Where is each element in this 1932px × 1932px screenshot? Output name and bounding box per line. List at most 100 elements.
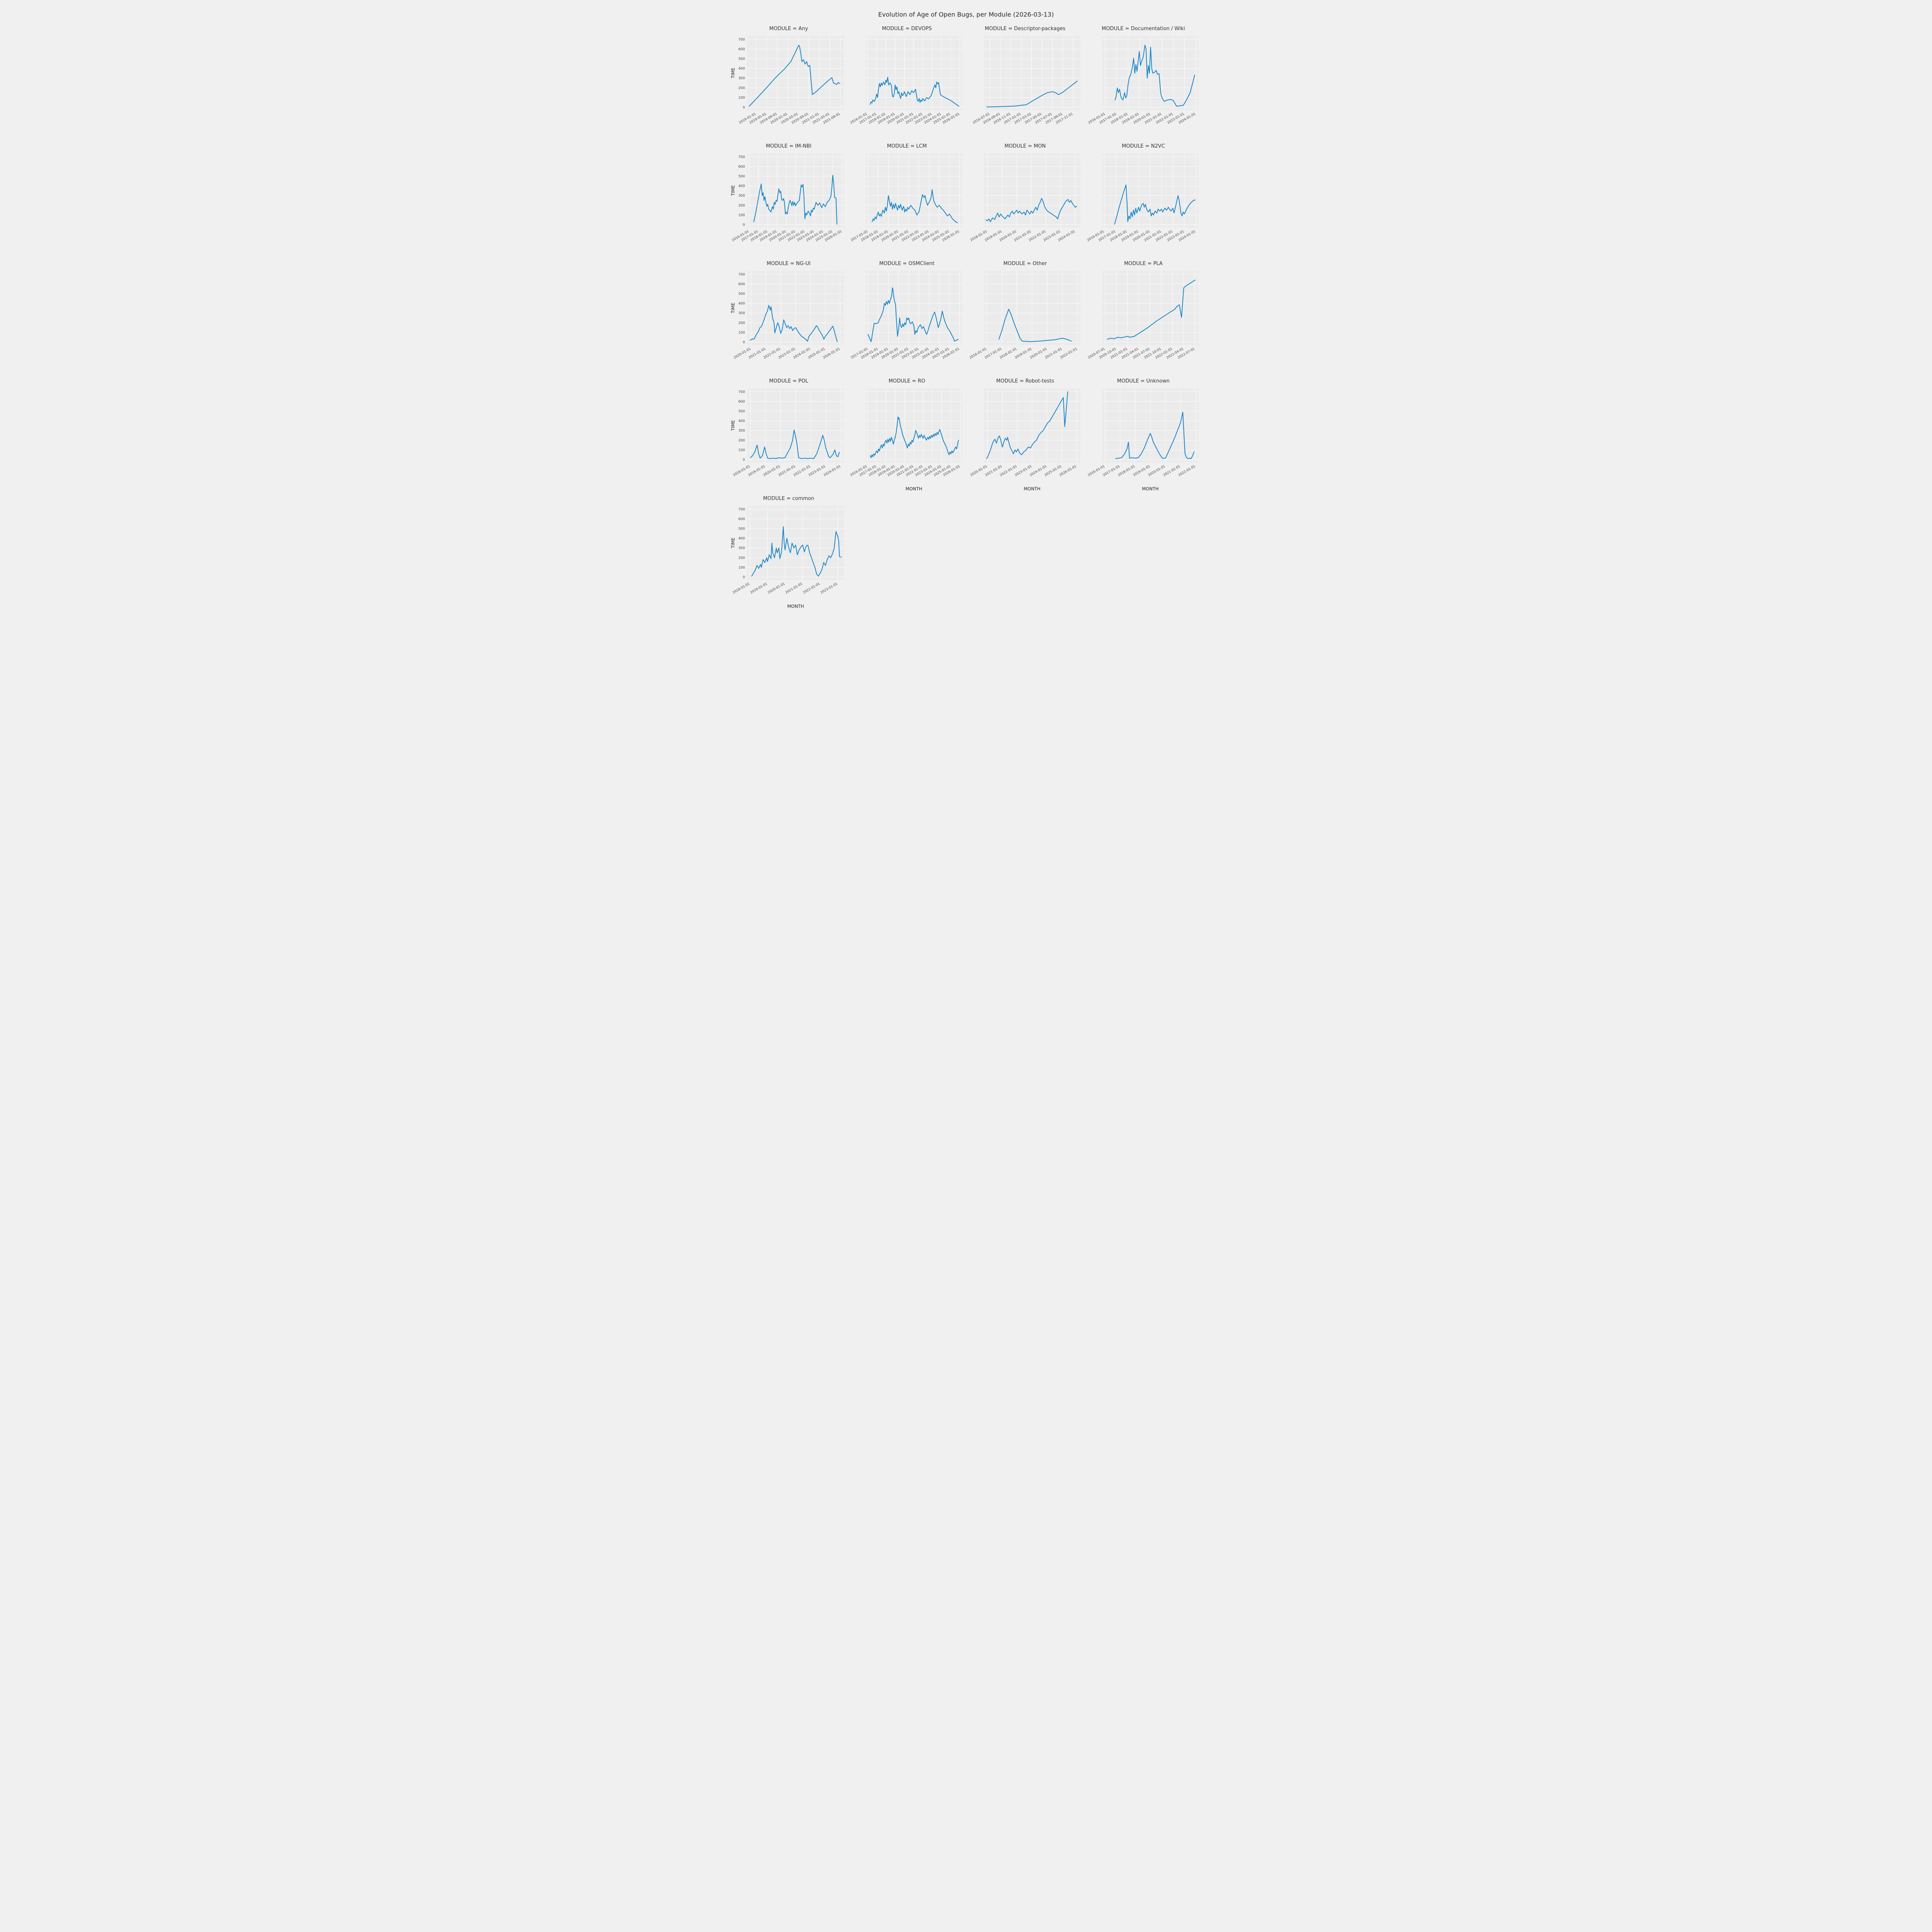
y-tick-label: 400 [738, 419, 745, 423]
y-tick-label: 400 [738, 537, 745, 541]
y-tick-label: 200 [738, 439, 745, 442]
line-series [986, 391, 1068, 459]
y-tick-label: 300 [738, 194, 745, 198]
subplot-title: MODULE = LCM [887, 143, 927, 149]
y-tick-label: 0 [743, 458, 745, 462]
y-tick-label: 300 [738, 311, 745, 315]
subplot-mon: MODULE = MON 2018-01-01 2019-01-01 2020-01-… [967, 143, 1083, 259]
subplot-title: MODULE = NG-UI [767, 261, 811, 267]
subplot-title: MODULE = Any [769, 26, 808, 32]
figure-title: Evolution of Age of Open Bugs, per Modul… [878, 11, 1054, 18]
subplot-title: MODULE = IM-NBI [766, 143, 811, 149]
y-tick-label: 300 [738, 429, 745, 433]
subplot-n2vc: MODULE = N2VC 2016-01-01 2017-01-01 2018-01… [1085, 143, 1202, 259]
y-axis-label: TIME [730, 303, 736, 314]
x-axis-label: MONTH [905, 486, 922, 492]
y-tick-label: 700 [738, 155, 745, 159]
y-tick-label: 400 [738, 302, 745, 306]
line-series [870, 417, 959, 458]
line-chart: 0100200300400500600700TIME2020-01-012021… [730, 271, 844, 360]
line-series [986, 80, 1078, 107]
x-tick-label: 2023-01-01 [820, 582, 838, 595]
y-tick-label: 100 [738, 213, 745, 217]
y-tick-label: 300 [738, 546, 745, 550]
y-tick-label: 600 [738, 282, 745, 286]
x-tick-label: 2024-01-01 [823, 464, 842, 477]
y-tick-label: 500 [738, 410, 745, 413]
subplot-title: MODULE = MON [1004, 143, 1046, 149]
y-tick-label: 400 [738, 67, 745, 71]
line-series [750, 305, 838, 342]
y-tick-label: 500 [738, 292, 745, 296]
y-axis-label: TIME [730, 537, 736, 549]
subplot-title: MODULE = POL [769, 378, 808, 384]
y-tick-label: 300 [738, 77, 745, 80]
line-chart: 0100200300400500600700TIME2016-01-012017… [730, 153, 844, 242]
y-tick-label: 500 [738, 57, 745, 61]
y-tick-label: 500 [738, 527, 745, 531]
x-tick-label: 2021-01-01 [785, 582, 803, 595]
subplot-other: MODULE = Other 2016-01-01 2017-01-01 2018-0… [967, 260, 1083, 377]
subplot-im-nbi: MODULE = IM-NBI 0 100 200 300 400 500 600 700 TIM… [730, 143, 847, 259]
line-chart: 2017-01-012018-01-012019-01-012020-01-01… [850, 153, 962, 242]
plot-background [866, 153, 962, 228]
line-series [872, 189, 958, 223]
subplot-title: MODULE = Robot-tests [996, 378, 1054, 384]
subplot-title: MODULE = Unknown [1117, 378, 1170, 384]
subplot-any: MODULE = Any 0 100 200 300 400 500 600 700 TIME 20… [730, 25, 847, 142]
line-chart: 0100200300400500600700TIME2019-01-012019… [730, 36, 844, 125]
line-chart: 2020-01-012021-01-012022-01-012023-01-01… [969, 388, 1080, 492]
x-tick-label: 2022-01-01 [1178, 464, 1196, 477]
facet-grid: MODULE = Any 0 100 200 300 400 500 600 700 TIME 20… [726, 25, 1206, 612]
line-chart: 2020-07-012020-10-012021-01-012021-04-01… [1087, 271, 1199, 360]
subplot-ro: MODULE = RO 2016-01-01 2017-01-01 2018-01-0… [849, 378, 965, 494]
subplot-title: MODULE = common [763, 496, 815, 502]
x-tick-label: 2019-01-01 [750, 582, 768, 595]
line-series [1107, 279, 1196, 340]
y-tick-label: 400 [738, 184, 745, 188]
y-tick-label: 100 [738, 96, 745, 100]
subplot-title: MODULE = Other [1003, 261, 1047, 267]
subplot-unknown: MODULE = Unknown 2016-01-01 2017-01-01 2018… [1085, 378, 1202, 494]
subplot-pol: MODULE = POL 0 100 200 300 400 500 600 700 TIME 20… [730, 378, 847, 494]
y-tick-label: 600 [738, 48, 745, 51]
figure: Evolution of Age of Open Bugs, per Modul… [726, 0, 1206, 623]
plot-background [984, 36, 1080, 110]
subplot-title: MODULE = Descriptor-packages [985, 26, 1066, 32]
y-axis-label: TIME [730, 420, 736, 431]
line-chart: 2016-01-012017-01-012018-01-012019-01-01… [850, 388, 962, 492]
line-series [1114, 184, 1196, 225]
y-tick-label: 200 [738, 556, 745, 560]
x-axis-label: MONTH [1024, 486, 1040, 492]
line-series [985, 198, 1077, 222]
y-tick-label: 500 [738, 175, 745, 179]
subplot-title: MODULE = N2VC [1122, 143, 1165, 149]
x-axis-label: MONTH [1142, 486, 1158, 492]
y-tick-label: 100 [738, 448, 745, 452]
line-chart: 2016-01-012017-01-012018-01-012019-01-01… [1087, 388, 1199, 492]
y-axis-label: TIME [730, 68, 736, 79]
y-tick-label: 700 [738, 390, 745, 394]
line-series [1115, 412, 1195, 459]
y-tick-label: 0 [743, 223, 745, 227]
line-series [867, 287, 959, 342]
line-chart: 2016-01-012017-01-012018-01-012019-01-01… [1087, 153, 1199, 242]
line-chart: 2016-01-012017-01-012018-01-012019-01-01… [850, 36, 962, 125]
subplot-robot-tests: MODULE = Robot-tests 2020-01-01 2021-01-01… [967, 378, 1083, 494]
subplot-title: MODULE = RO [888, 378, 925, 384]
y-tick-label: 200 [738, 321, 745, 325]
subplot-title: MODULE = DEVOPS [882, 26, 932, 32]
line-chart: 2016-01-012017-01-012018-01-012019-01-01… [969, 271, 1080, 360]
y-tick-label: 600 [738, 165, 745, 169]
y-tick-label: 700 [738, 38, 745, 42]
x-tick-label: 2022-01-01 [1060, 347, 1078, 360]
line-series [1114, 44, 1195, 107]
subplot-documentation-wiki: MODULE = Documentation / Wiki 2016-01-01 2… [1085, 25, 1202, 142]
line-chart: 2017-01-012018-01-012019-01-012020-01-01… [850, 271, 962, 360]
y-tick-label: 0 [743, 106, 745, 110]
plot-background [747, 506, 844, 580]
y-tick-label: 600 [738, 517, 745, 521]
line-chart: 2016-01-012017-01-012018-01-012019-01-01… [1088, 36, 1199, 125]
y-axis-label: TIME [730, 185, 736, 196]
y-tick-label: 700 [738, 508, 745, 512]
